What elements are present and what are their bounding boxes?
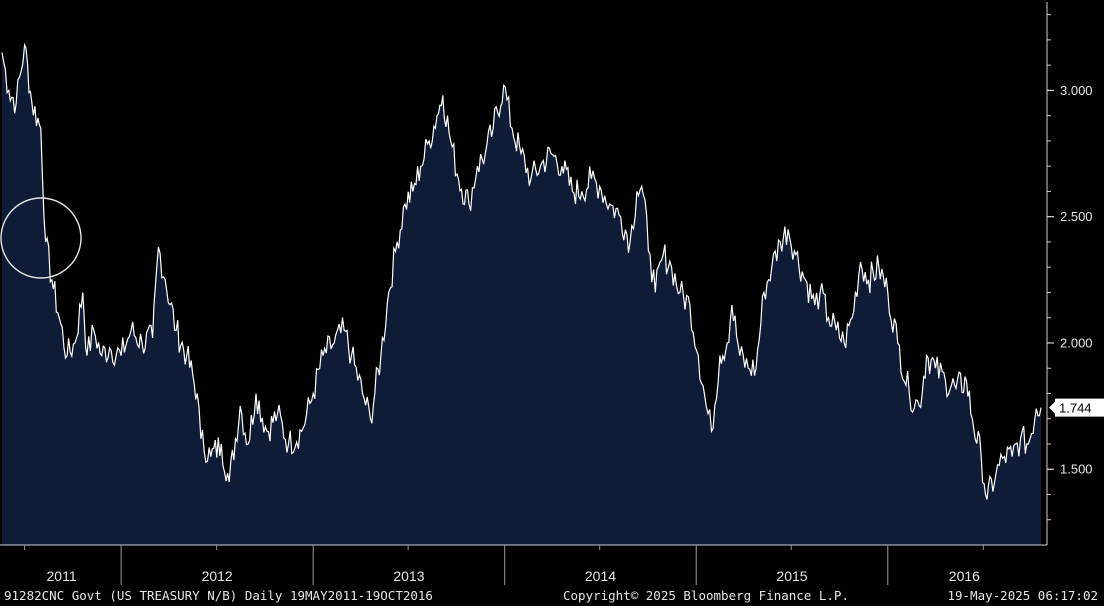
last-value-label: 1.744 [1059, 401, 1092, 416]
x-tick-label: 2015 [776, 568, 807, 584]
footer-timestamp: 19-May-2025 06:17:02 [947, 588, 1098, 603]
last-value-arrow [1049, 400, 1056, 415]
y-tick-label: 2.000 [1060, 335, 1093, 350]
y-tick-label: 2.500 [1060, 209, 1093, 224]
x-tick-label: 2014 [585, 568, 616, 584]
x-tick-label: 2016 [949, 568, 980, 584]
footer-copyright: Copyright© 2025 Bloomberg Finance L.P. [563, 588, 849, 603]
x-tick-label: 2012 [202, 568, 233, 584]
y-tick-label: 1.500 [1060, 462, 1093, 477]
footer-security-info: 91282CNC Govt (US TREASURY N/B) Daily 19… [4, 588, 433, 603]
annotation-circle [0, 197, 82, 279]
plot-area [1, 42, 1042, 546]
footer: 91282CNC Govt (US TREASURY N/B) Daily 19… [0, 586, 1104, 606]
y-axis: 3.000 2.500 2.000 1.500 [1046, 2, 1093, 545]
x-tick-label: 2011 [47, 568, 77, 584]
y-tick-label: 3.000 [1060, 83, 1093, 98]
last-value-box [1055, 398, 1104, 417]
x-tick-label: 2013 [393, 568, 424, 584]
last-value-marker: 1.744 [1049, 398, 1104, 417]
x-axis: 2011 2012 2013 2014 2015 2016 [0, 544, 1047, 585]
series-line [1, 42, 1042, 500]
